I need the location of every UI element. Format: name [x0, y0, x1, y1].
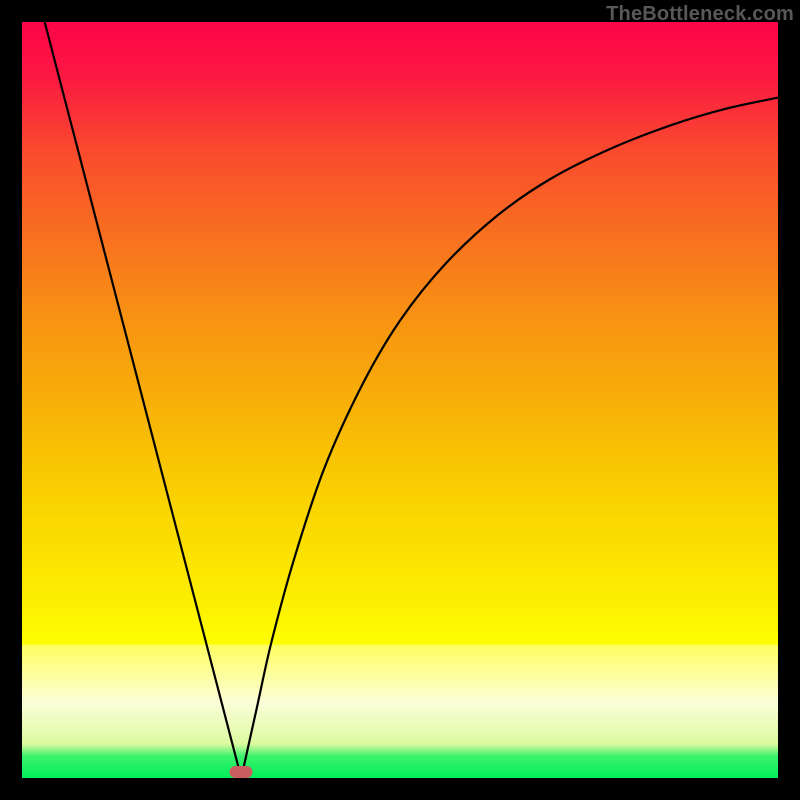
- optimum-marker: [230, 766, 253, 778]
- citation-label: TheBottleneck.com: [606, 3, 794, 26]
- gradient-fill: [22, 22, 778, 778]
- chart-background: [0, 0, 800, 800]
- chart-container: TheBottleneck.com: [0, 0, 800, 800]
